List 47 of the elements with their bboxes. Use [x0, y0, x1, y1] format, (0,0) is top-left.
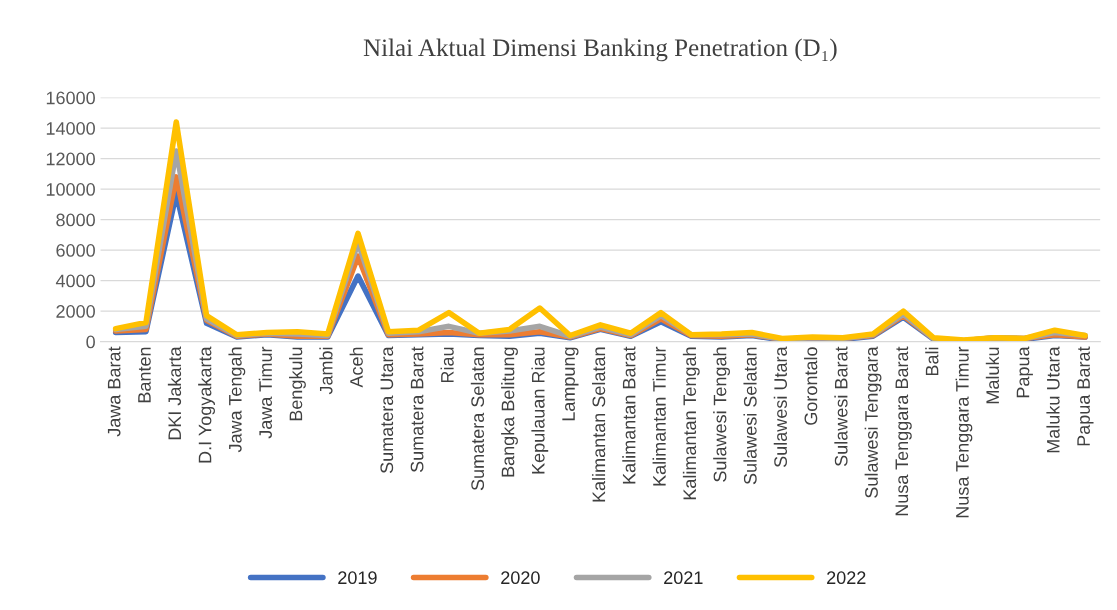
x-tick-label: Banten	[138, 347, 151, 403]
y-tick-label: 10000	[46, 183, 95, 196]
x-tick-label: Kalimantan Tengah	[682, 347, 700, 500]
x-tick-label: Jawa Timur	[258, 346, 272, 439]
x-tick-label: Sulawesi Barat	[834, 346, 848, 467]
x-tick-label: Maluku	[985, 347, 1000, 404]
x-tick-label: Sulawesi Selatan	[743, 347, 757, 485]
legend-label: 2021	[664, 571, 703, 585]
y-tick-label: 8000	[56, 213, 95, 227]
x-tick-label: Jawa Tengah	[228, 347, 246, 453]
x-tick-label: Maluku Utara	[1046, 346, 1060, 453]
x-tick-label: Sumatera Barat	[410, 346, 424, 473]
x-tick-label: DKI Jakarta	[167, 346, 182, 440]
x-tick-label: Bangka Belitung	[501, 347, 518, 477]
x-tick-label: Gorontalo	[804, 347, 818, 425]
x-tick-label: Bali	[925, 347, 939, 376]
legend-label: 2020	[501, 571, 540, 585]
x-tick-label: Lampung	[562, 347, 579, 421]
x-tick-label: Sumatera Utara	[380, 346, 394, 474]
x-tick-label: Papua	[1016, 346, 1033, 398]
x-tick-label: Kalimantan Selatan	[591, 347, 606, 502]
x-tick-label: Jawa Barat	[107, 346, 121, 437]
x-tick-label: Riau	[440, 347, 454, 383]
x-tick-label: Nusa Tenggara Timur	[955, 346, 973, 518]
y-tick-label: 2000	[56, 305, 95, 318]
x-tick-label: Bengkulu	[289, 347, 306, 421]
x-tick-label: Kalimantan Barat	[622, 346, 636, 484]
y-tick-label: 6000	[56, 244, 95, 257]
x-tick-label: Aceh	[349, 347, 363, 388]
x-tick-label: Sumatera Selatan	[470, 347, 485, 491]
x-tick-label: Kepulauan Riau	[531, 347, 549, 474]
y-tick-label: 12000	[46, 152, 95, 166]
x-tick-label: Nusa Tenggara Barat	[895, 346, 912, 516]
legend-label: 2019	[338, 571, 377, 585]
y-tick-label: 14000	[46, 122, 95, 135]
x-tick-label: Papua Barat	[1077, 346, 1094, 446]
x-tick-label: Sulawesi Tenggara	[864, 346, 882, 498]
y-tick-label: 0	[86, 335, 95, 349]
y-tick-label: 4000	[55, 274, 95, 288]
x-tick-label: Sulawesi Utara	[773, 346, 787, 468]
legend-label: 2022	[827, 571, 866, 585]
chart-title: Nilai Aktual Dimensi Banking Penetration (D₁)	[363, 38, 837, 62]
x-tick-label: D.I Yogyakarta	[198, 346, 215, 463]
x-tick-label: Sulawesi Tengah	[713, 347, 730, 482]
y-tick-label: 16000	[46, 91, 95, 105]
x-tick-label: Kalimantan Timur	[652, 346, 666, 486]
x-tick-label: Jambi	[319, 347, 333, 395]
